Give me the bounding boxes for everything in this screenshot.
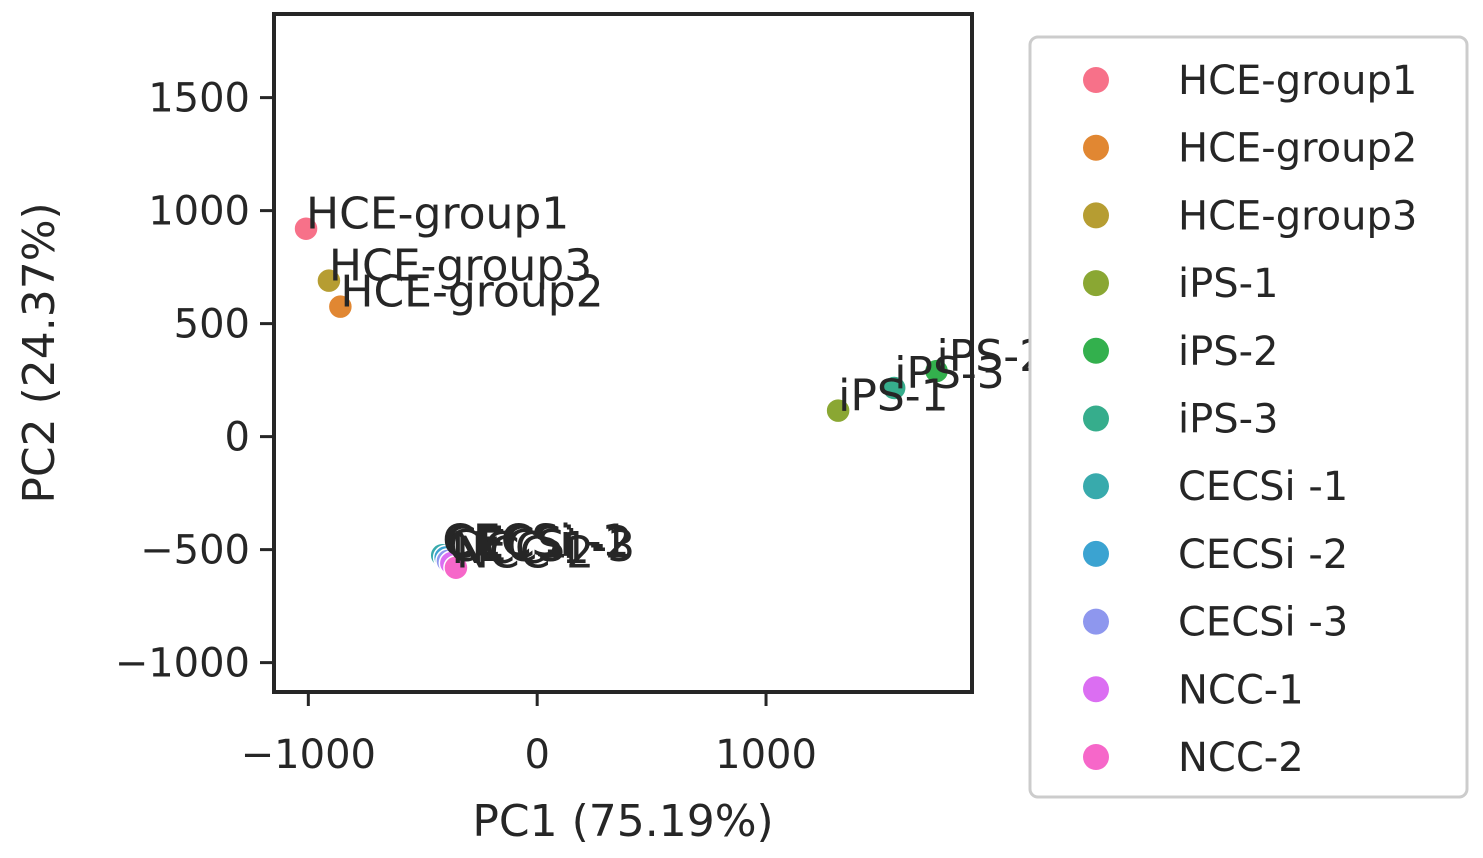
legend-marker: [1083, 67, 1109, 93]
legend-marker: [1083, 134, 1109, 161]
legend-marker: [1083, 337, 1109, 364]
legend-label: CECSi -3: [1178, 600, 1348, 646]
x-tick-label: 1000: [715, 732, 817, 778]
point-label: NCC-2: [456, 528, 594, 579]
legend-label: iPS-2: [1178, 329, 1279, 375]
point-label: HCE-group1: [306, 189, 569, 240]
data-point: [327, 293, 354, 320]
y-axis-label: PC2 (24.37%): [14, 202, 65, 503]
legend-marker: [1083, 202, 1109, 229]
plot-marks: [293, 215, 950, 581]
y-axis: −1000 −500 0 500 1000 1500: [115, 76, 274, 687]
legend-label: HCE-group3: [1178, 193, 1417, 239]
y-tick-label: 1000: [148, 189, 250, 235]
x-axis: −1000 0 1000: [241, 692, 817, 778]
y-tick-label: −1000: [115, 641, 250, 687]
legend-box: [1028, 35, 1469, 799]
y-tick-label: 0: [225, 415, 250, 461]
data-point: [923, 358, 950, 384]
point-label: HCE-group2: [340, 267, 603, 318]
data-point: [825, 397, 851, 424]
y-tick-label: 1500: [148, 76, 250, 122]
legend-marker: [1083, 676, 1109, 703]
legend-label: HCE-group1: [1178, 58, 1417, 104]
legend-marker: [1083, 540, 1109, 567]
legend-label: HCE-group2: [1178, 126, 1417, 172]
plot-frame: [272, 12, 974, 694]
point-label: CECSi -3: [448, 521, 635, 572]
legend-label: iPS-1: [1178, 261, 1279, 307]
legend-label: iPS-3: [1178, 397, 1279, 443]
data-point: [443, 554, 469, 581]
point-label: HCE-group3: [329, 241, 592, 292]
x-tick-label: −1000: [241, 732, 376, 778]
legend-label: CECSi -2: [1178, 532, 1348, 578]
data-point: [881, 375, 907, 401]
legend-marker: [1083, 608, 1109, 635]
legend-marker: [1083, 473, 1109, 500]
data-point: [316, 267, 342, 294]
legend-marker: [1083, 744, 1109, 770]
legend-label: NCC-1: [1178, 667, 1304, 713]
x-tick-label: 0: [524, 732, 549, 778]
legend-marker: [1083, 270, 1109, 297]
y-tick-label: 500: [174, 302, 250, 348]
legend: HCE-group1 HCE-group2 HCE-group3 iPS-1 iPS-2…: [1028, 35, 1469, 799]
point-label: iPS-3: [894, 348, 1005, 399]
legend-marker: [1083, 405, 1109, 432]
legend-label: CECSi -1: [1178, 464, 1348, 510]
point-label: CECSi -2: [446, 518, 633, 569]
point-labels: HCE-group1HCE-group2HCE-group3iPS-1iPS-2…: [306, 189, 1047, 579]
point-label: CECSi -1: [442, 515, 629, 566]
y-tick-label: −500: [140, 528, 250, 574]
x-axis-label: PC1 (75.19%): [472, 796, 773, 847]
point-label: iPS-1: [838, 371, 949, 422]
point-label: NCC-1: [451, 523, 589, 574]
legend-label: NCC-2: [1178, 735, 1304, 781]
data-point: [293, 215, 319, 242]
